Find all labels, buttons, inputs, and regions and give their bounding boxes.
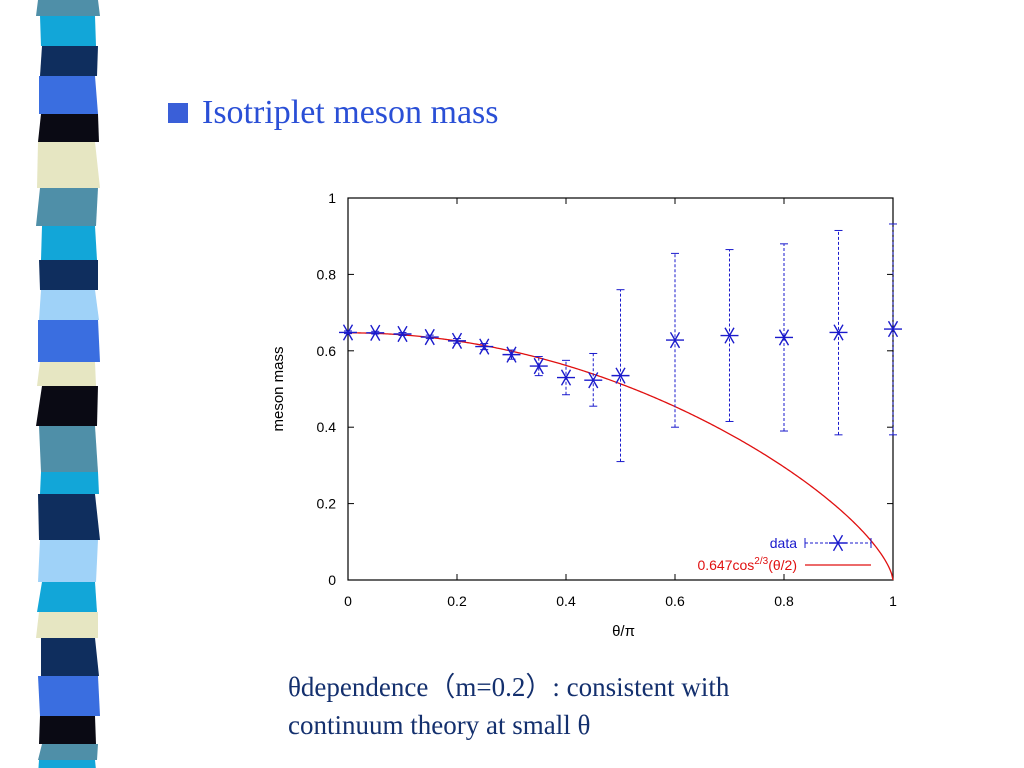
star-stroke	[724, 327, 735, 344]
square-bullet-icon	[168, 103, 188, 123]
slide-title: Isotriplet meson mass	[168, 94, 499, 132]
strip-block	[39, 76, 98, 114]
data-point	[339, 324, 357, 341]
data-point	[448, 332, 466, 350]
data-point	[475, 338, 494, 355]
x-tick-label: 0.2	[447, 593, 467, 609]
star-stroke	[533, 357, 544, 375]
slide-caption: θdependence（m=0.2）: consistent with cont…	[288, 668, 888, 744]
x-tick-label: 0.6	[665, 593, 685, 609]
data-point	[393, 325, 412, 343]
strip-block	[37, 582, 97, 612]
star-stroke	[506, 346, 517, 363]
caption-line-1: θdependence（m=0.2）: consistent with	[288, 672, 730, 702]
caption-line-2: continuum theory at small θ	[288, 710, 591, 740]
strip-block	[38, 114, 99, 142]
data-point	[611, 367, 630, 384]
strip-block	[41, 638, 99, 676]
slide-title-text: Isotriplet meson mass	[202, 94, 499, 131]
strip-block	[36, 0, 100, 16]
strip-block	[38, 494, 100, 540]
star-stroke	[615, 367, 626, 384]
data-point	[529, 357, 548, 375]
data-point	[720, 327, 739, 344]
data-point	[666, 331, 684, 349]
y-tick-label: 1	[328, 190, 336, 206]
legend-label-fit: 0.647cos2/3(θ/2)	[697, 556, 797, 573]
strip-block	[36, 386, 98, 426]
strip-block	[39, 290, 99, 320]
data-point	[829, 324, 848, 341]
x-tick-label: 0	[344, 593, 352, 609]
data-point	[775, 329, 793, 346]
strip-block	[40, 46, 98, 76]
data-point	[584, 372, 603, 389]
x-axis-label: θ/π	[612, 623, 635, 640]
y-axis-label: meson mass	[270, 346, 287, 431]
strip-block	[41, 226, 97, 260]
star-stroke	[342, 324, 354, 341]
data-point	[366, 324, 385, 341]
star-stroke	[832, 534, 844, 552]
y-tick-label: 0.2	[317, 496, 337, 512]
strip-block	[40, 16, 96, 46]
y-tick-label: 0	[328, 572, 336, 588]
star-stroke	[669, 331, 681, 349]
star-stroke	[451, 332, 463, 350]
strip-block	[38, 760, 96, 768]
star-stroke	[370, 324, 381, 341]
data-point	[502, 346, 521, 363]
strip-block	[38, 540, 98, 582]
y-tick-label: 0.6	[317, 343, 337, 359]
strip-block	[37, 362, 96, 386]
legend-label-data: data	[770, 535, 797, 551]
y-tick-label: 0.8	[317, 266, 337, 282]
meson-mass-chart: 0 0.2 0.4 0.6 0.8 1 0 0.2 0.4 0.6 0.8 1 θ/π meson mas…	[270, 190, 902, 640]
x-tick-label: 0.8	[774, 593, 794, 609]
strip-block	[38, 320, 100, 362]
star-stroke	[560, 369, 572, 386]
decorative-strip	[36, 0, 100, 768]
star-stroke	[424, 328, 435, 346]
strip-block	[39, 426, 98, 472]
y-tick-label: 0.4	[317, 419, 337, 435]
strip-block	[36, 188, 98, 226]
x-tick-label: 1	[889, 593, 897, 609]
data-point	[557, 369, 575, 386]
star-stroke	[833, 324, 844, 341]
star-stroke	[887, 320, 899, 338]
strip-block	[38, 676, 100, 716]
strip-block	[39, 716, 96, 744]
data-point	[884, 320, 902, 338]
star-stroke	[397, 325, 408, 343]
star-stroke	[479, 338, 490, 355]
star-stroke	[588, 372, 599, 389]
legend-marker-data	[829, 534, 847, 552]
strip-block	[40, 472, 99, 494]
data-point	[420, 328, 439, 346]
strip-block	[38, 744, 98, 760]
strip-block	[36, 612, 98, 638]
x-tick-label: 0.4	[556, 593, 576, 609]
strip-block	[39, 260, 98, 290]
strip-block	[37, 142, 100, 188]
star-stroke	[778, 329, 790, 346]
